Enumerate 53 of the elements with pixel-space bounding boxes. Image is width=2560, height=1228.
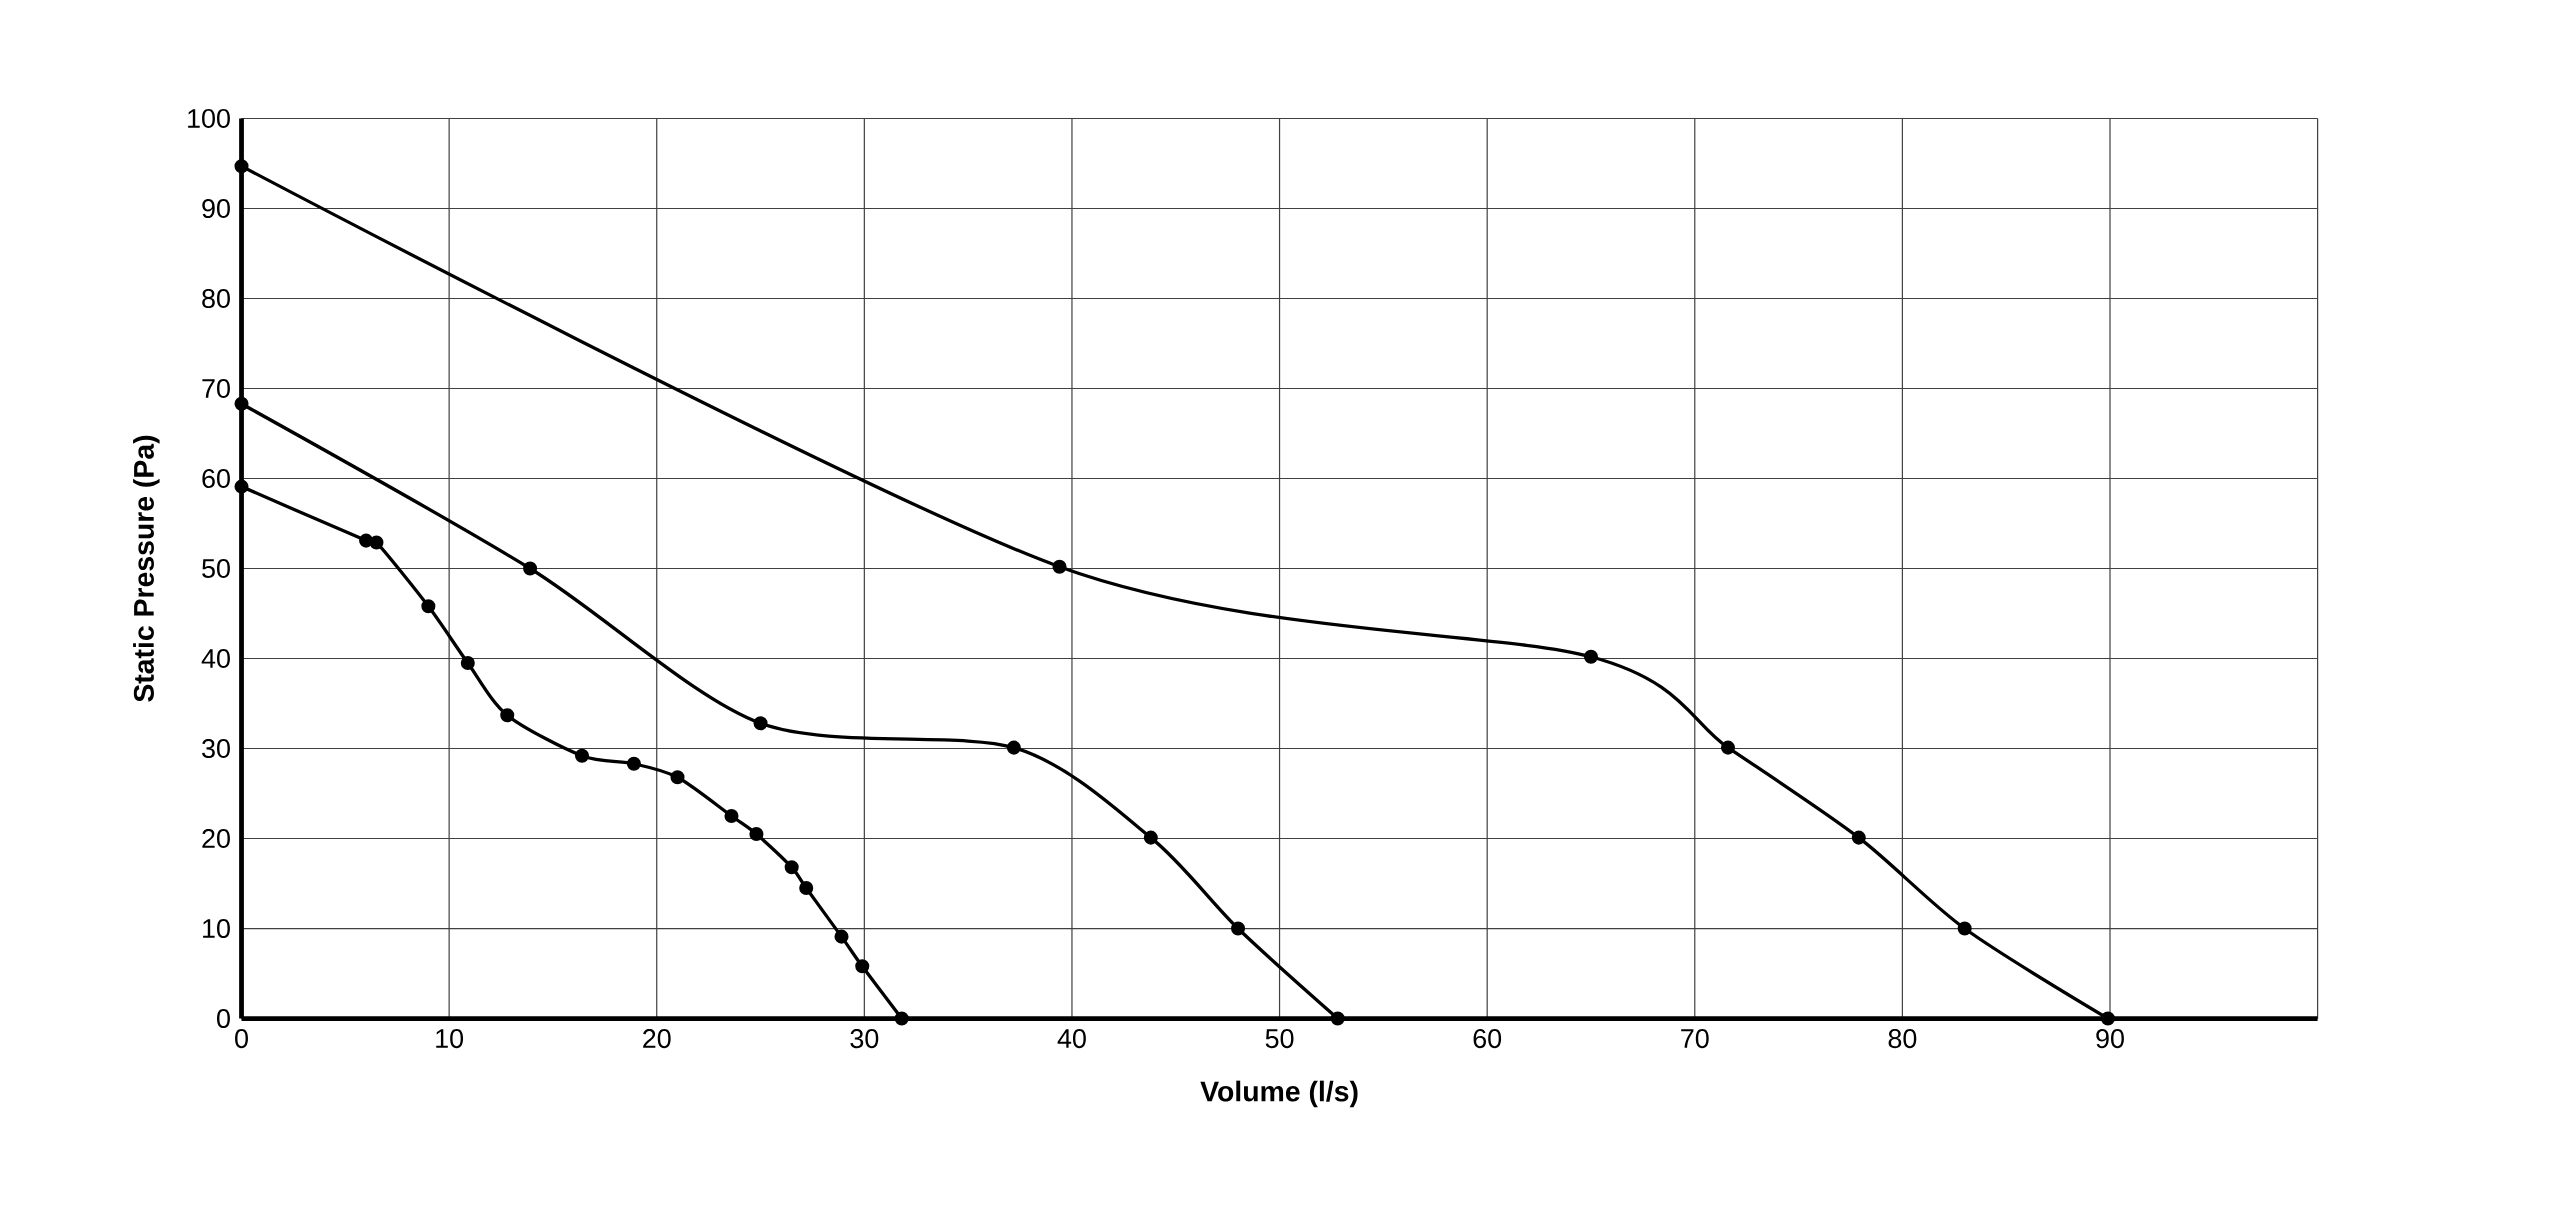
y-tick-label: 40 [201,649,230,669]
point [784,860,799,875]
x-tick-label: 70 [1681,1029,1709,1049]
point [626,756,641,771]
y-tick-label: 90 [202,198,230,219]
point [421,599,436,614]
point [574,748,590,763]
y-tick-label: 50 [202,559,230,579]
x-axis-title: Volume (l/s) [1200,1080,1358,1108]
y-tick-label: 10 [203,919,230,939]
point [1052,559,1067,574]
point [234,396,249,411]
point [855,959,870,974]
point [670,770,685,785]
point [1006,740,1021,755]
x-tick-label: 0 [235,1029,248,1049]
x-tick-label: 50 [1265,1029,1294,1049]
point [1583,649,1598,664]
point [523,561,538,576]
x-tick-label: 80 [1888,1029,1917,1049]
point [799,881,814,896]
point [753,716,768,731]
x-tick-label: 10 [436,1029,464,1049]
y-axis-title: Static Pressure (Pa) [133,435,160,702]
y-tick-label: 80 [202,288,230,309]
point [1330,1011,1345,1026]
point [460,656,475,671]
x-tick-label: 90 [2096,1029,2124,1049]
point [894,1011,909,1026]
point [1720,740,1736,755]
point [1851,830,1866,845]
point [724,809,739,824]
point [1231,921,1246,936]
x-tick-label: 40 [1057,1029,1086,1049]
y-tick-label: 30 [202,739,230,759]
x-tick-label: 30 [850,1029,879,1049]
point [234,479,249,494]
point [500,708,515,723]
x-tick-label: 20 [643,1029,671,1049]
y-tick-label: 60 [202,469,230,489]
point [834,929,849,944]
y-tick-label: 70 [202,378,230,399]
x-tick-label: 60 [1473,1029,1502,1049]
point [1957,921,1972,936]
point [1143,830,1158,845]
y-tick-label: 20 [202,829,230,849]
point [2100,1011,2115,1026]
point [359,533,374,548]
point [234,159,249,174]
y-tick-label: 100 [188,108,230,129]
point [749,827,764,842]
point [369,535,384,550]
y-tick-label: 0 [217,1009,230,1029]
